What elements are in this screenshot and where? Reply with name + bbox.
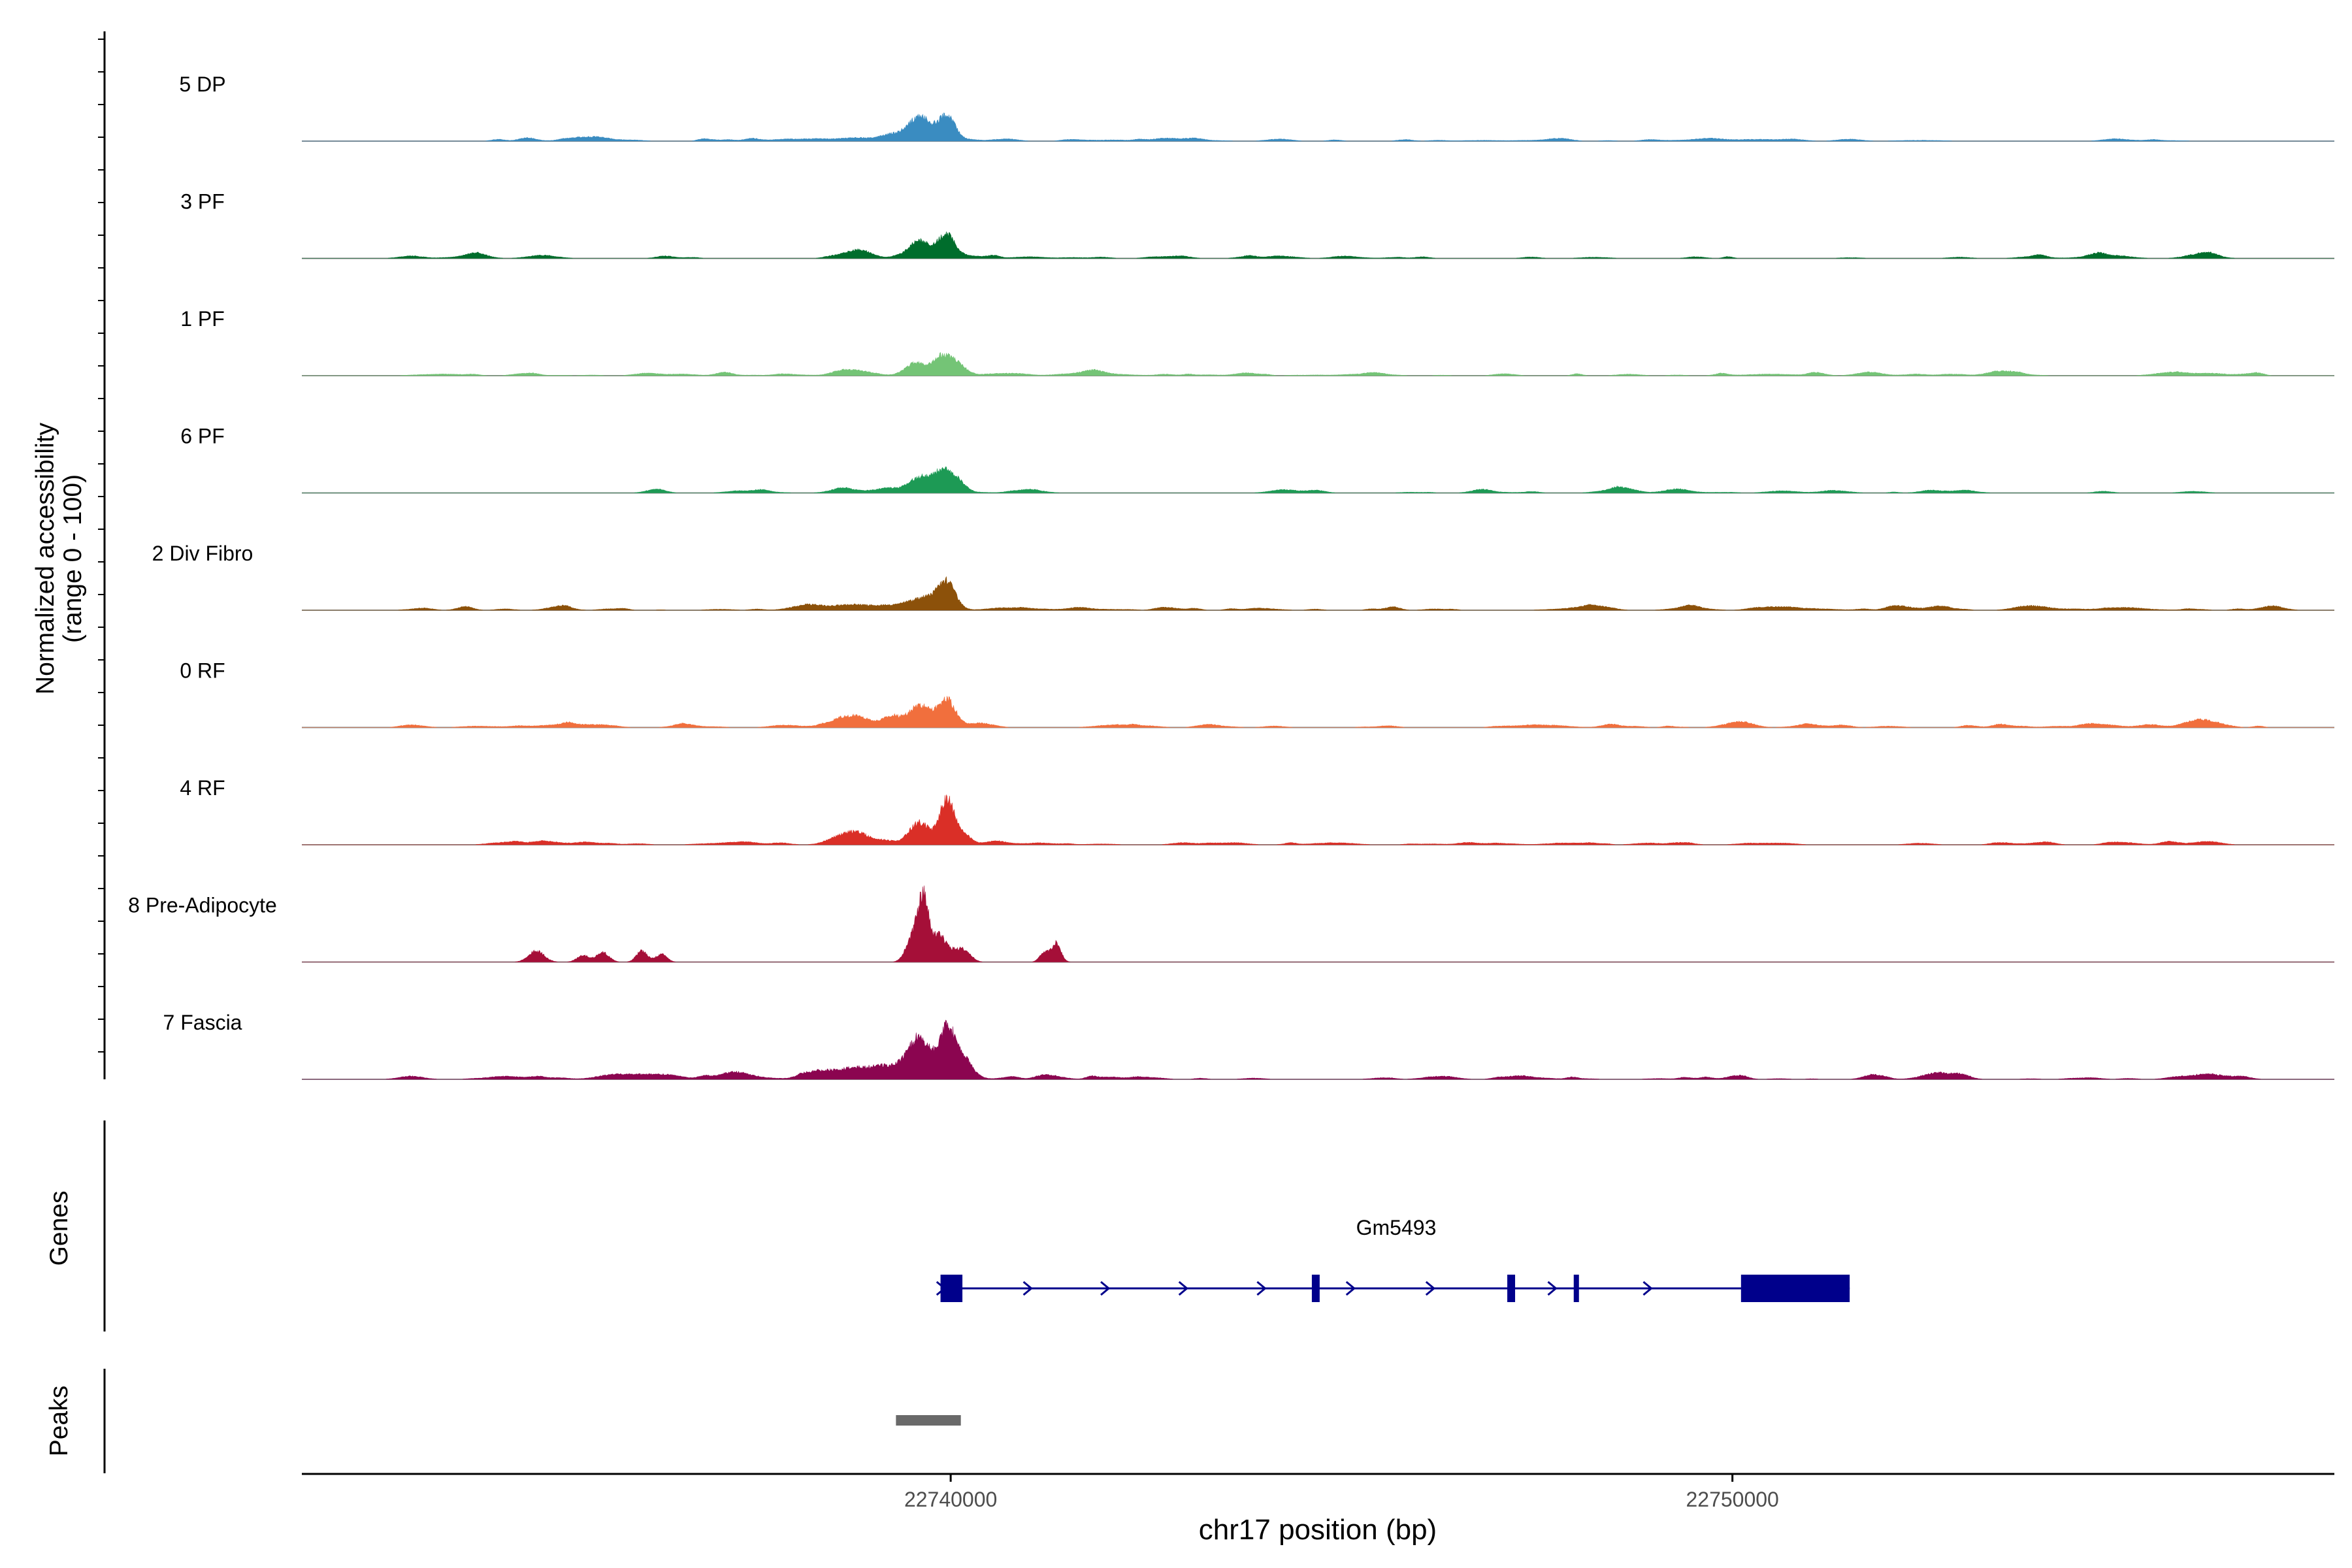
gene-exon: [1311, 1275, 1320, 1302]
strand-arrow: [1256, 1281, 1267, 1296]
y-axis-title-line1: Normalized accessibility: [31, 422, 59, 694]
coverage-axis-ticks: [98, 39, 105, 1053]
coverage-area-0-rf: [302, 696, 2334, 728]
gene-exon: [1507, 1275, 1516, 1302]
track-1-pf: 1 PF: [180, 307, 2334, 376]
strand-arrow: [1547, 1281, 1558, 1296]
coverage-area-6-pf: [302, 466, 2334, 493]
gene-exon: [940, 1275, 963, 1302]
coverage-tracks: 5 DP 3 PF 1 PF 6 PF 2 Div Fibro 0 RF 4 RF 8 Pre…: [128, 73, 2334, 1080]
track-label: 6 PF: [180, 425, 225, 448]
gene-exon: [1740, 1275, 1850, 1302]
track-6-pf: 6 PF: [180, 425, 2334, 494]
peak-regions: [896, 1415, 961, 1426]
track-5-dp: 5 DP: [179, 73, 2334, 142]
x-tick-label: 22750000: [1686, 1488, 1778, 1511]
track-2-div-fibro: 2 Div Fibro: [152, 542, 2334, 611]
track-8-pre-adipocyte: 8 Pre-Adipocyte: [128, 885, 2334, 963]
genes-panel-label: Genes: [45, 1191, 73, 1266]
coverage-area-1-pf: [302, 351, 2334, 376]
gene-exon: [1573, 1275, 1579, 1302]
coverage-area-4-rf: [302, 794, 2334, 845]
track-7-fascia: 7 Fascia: [163, 1011, 2334, 1080]
x-axis: 22740000 22750000: [904, 1474, 1779, 1511]
track-label: 4 RF: [180, 776, 225, 800]
gene-name-label: Gm5493: [1356, 1216, 1437, 1239]
peak-region: [896, 1415, 961, 1426]
strand-arrow: [1178, 1281, 1189, 1296]
coverage-area-3-pf: [302, 231, 2334, 259]
track-4-rf: 4 RF: [180, 776, 2334, 845]
gene-model-gm5493: [936, 1275, 1850, 1302]
x-tick-label: 22740000: [904, 1488, 997, 1511]
strand-arrow: [1345, 1281, 1356, 1296]
coverage-area-8-pre-adipocyte: [302, 885, 2334, 962]
track-label: 7 Fascia: [163, 1011, 242, 1034]
track-0-rf: 0 RF: [180, 659, 2334, 728]
track-label: 0 RF: [180, 659, 225, 683]
strand-arrow: [1425, 1281, 1436, 1296]
strand-arrow: [1642, 1281, 1653, 1296]
track-label: 1 PF: [180, 307, 225, 331]
y-axis-title-line2: (range 0 - 100): [59, 474, 87, 643]
coverage-area-2-div-fibro: [302, 576, 2334, 611]
strand-arrow: [1100, 1281, 1111, 1296]
track-label: 3 PF: [180, 190, 225, 214]
strand-arrow: [1022, 1281, 1033, 1296]
track-label: 5 DP: [179, 73, 225, 96]
coverage-area-7-fascia: [302, 1019, 2334, 1080]
track-label: 2 Div Fibro: [152, 542, 253, 565]
peaks-panel-label: Peaks: [45, 1386, 73, 1456]
track-3-pf: 3 PF: [180, 190, 2334, 259]
track-label: 8 Pre-Adipocyte: [128, 894, 277, 917]
x-axis-title: chr17 position (bp): [1199, 1514, 1437, 1546]
coverage-area-5-dp: [302, 112, 2334, 142]
